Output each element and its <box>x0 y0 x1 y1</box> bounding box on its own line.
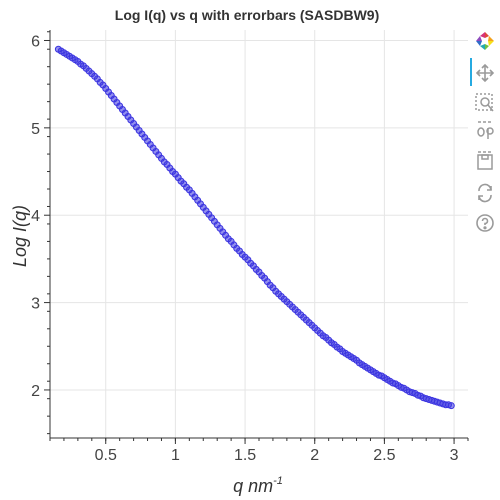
y-tick-label: 2 <box>31 383 40 400</box>
data-point <box>447 402 455 410</box>
grid <box>50 30 468 438</box>
wheel-zoom-icon[interactable] <box>474 120 496 142</box>
data-points <box>54 45 455 410</box>
x-tick-label: 2.5 <box>373 447 395 464</box>
x-tick-label: 2 <box>310 447 319 464</box>
toolbar <box>470 30 500 270</box>
x-tick-label: 1.5 <box>234 447 256 464</box>
y-tick-label: 5 <box>31 121 40 138</box>
bokeh-logo-icon[interactable] <box>474 30 496 52</box>
x-axis-label: q nm-1 <box>233 475 283 496</box>
x-tick-label: 0.5 <box>95 447 117 464</box>
y-tick-label: 4 <box>31 208 40 225</box>
help-icon[interactable] <box>474 212 496 234</box>
plot-area[interactable] <box>50 30 468 438</box>
y-axis-label: Log I(q) <box>10 205 30 267</box>
x-tick-label: 1 <box>171 447 180 464</box>
y-tick-label: 3 <box>31 296 40 313</box>
active-tool-indicator <box>470 58 472 86</box>
chart-title: Log I(q) vs q with errorbars (SASDBW9) <box>115 7 379 23</box>
x-tick-label: 3 <box>450 447 459 464</box>
axes: 0.5 1 1.5 2 2.5 3 2 3 4 5 6 <box>31 30 469 464</box>
box-zoom-icon[interactable] <box>474 92 496 114</box>
reset-icon[interactable] <box>474 182 496 204</box>
y-tick-label: 6 <box>31 33 40 50</box>
save-icon[interactable] <box>474 150 496 172</box>
pan-icon[interactable] <box>474 62 496 84</box>
